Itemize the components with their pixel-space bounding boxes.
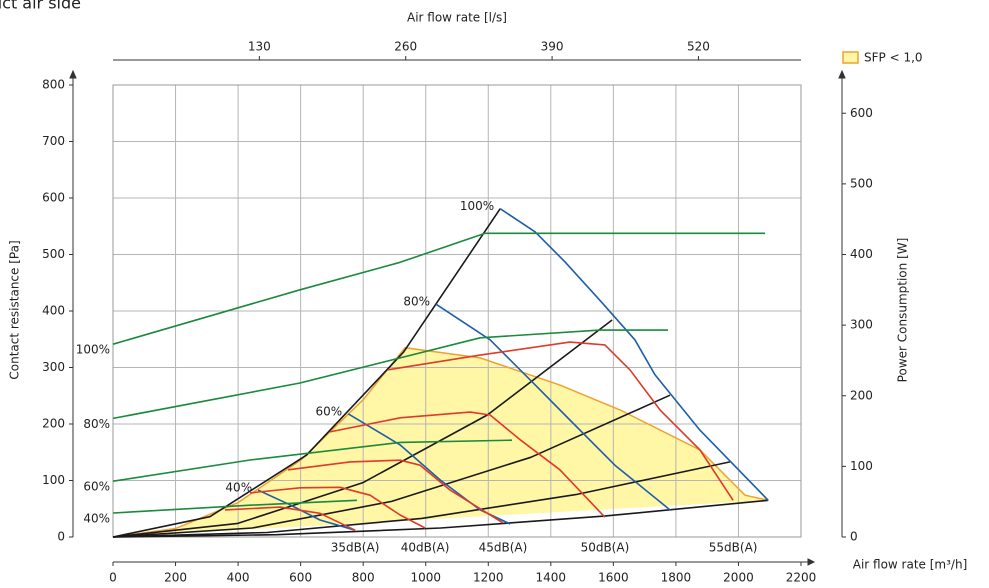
y2-tick-label: 600 (850, 106, 873, 120)
x-tick-label: 600 (289, 571, 312, 585)
curve-label: 40% (225, 481, 252, 495)
curve (112, 499, 769, 538)
y2-axis-arrow (838, 69, 846, 79)
y-axis-title: Contact resistance [Pa] (8, 240, 22, 379)
x-tick-label: 0 (109, 571, 117, 585)
curve-label: 100% (76, 343, 110, 357)
x2-axis-title: Air flow rate [l/s] (407, 11, 507, 25)
curve (112, 208, 501, 538)
curve (112, 394, 671, 538)
curve (112, 439, 513, 482)
x2-tick-label: 130 (248, 40, 271, 54)
curve (329, 411, 606, 518)
chart-title: uct air side (0, 0, 81, 13)
curve-label: 55dB(A) (709, 541, 758, 555)
y-tick-label: 200 (42, 417, 65, 431)
curve (257, 489, 356, 531)
y-axis-arrow (69, 69, 77, 79)
x-axis-arrow (807, 558, 816, 566)
curve-label: 100% (460, 199, 494, 213)
axes (69, 59, 846, 566)
curve (112, 499, 357, 514)
curve (287, 459, 504, 524)
curve-label: 45dB(A) (479, 541, 528, 555)
plot-frame (112, 84, 802, 538)
legend-label: SFP < 1,0 (864, 51, 923, 65)
x2-tick-label: 390 (541, 40, 564, 54)
x2-tick-label: 260 (394, 40, 417, 54)
y2-axis-title: Power Consumption [W] (896, 238, 910, 383)
x-axis-title: Air flow rate [m³/h] (853, 558, 968, 572)
y-tick-label: 300 (42, 360, 65, 374)
x-tick-label: 1600 (598, 571, 629, 585)
curve (435, 303, 671, 511)
curve (112, 319, 613, 538)
y2-tick-label: 500 (850, 176, 873, 190)
x-tick-label: 2000 (723, 571, 754, 585)
y2-tick-label: 400 (850, 247, 873, 261)
x-tick-label: 800 (352, 571, 375, 585)
y-tick-label: 100 (42, 473, 65, 487)
curve-label: 80% (83, 417, 110, 431)
curve-label: 80% (403, 295, 430, 309)
y2-tick-label: 300 (850, 318, 873, 332)
curve-label: 40dB(A) (401, 541, 450, 555)
x-tick-label: 1800 (661, 571, 692, 585)
curve-label: 50dB(A) (581, 541, 630, 555)
y-tick-label: 800 (42, 78, 65, 92)
x-tick-label: 400 (227, 571, 250, 585)
y-tick-label: 0 (57, 530, 65, 544)
x-tick-label: 200 (164, 571, 187, 585)
curve (499, 208, 769, 501)
x-tick-label: 1000 (410, 571, 441, 585)
x-tick-label: 2200 (786, 571, 817, 585)
y-tick-label: 500 (42, 247, 65, 261)
curve (112, 232, 765, 345)
x-tick-label: 1200 (473, 571, 504, 585)
curve-label: 40% (83, 511, 110, 525)
curve-label: 60% (83, 480, 110, 494)
curve (112, 461, 731, 538)
y-tick-label: 400 (42, 304, 65, 318)
x2-tick-label: 520 (687, 40, 710, 54)
y2-tick-label: 100 (850, 459, 873, 473)
y-tick-label: 600 (42, 191, 65, 205)
legend-swatch (842, 51, 859, 64)
curve (112, 329, 669, 420)
curve-label: 60% (315, 404, 342, 418)
curve (224, 506, 356, 531)
y-tick-label: 700 (42, 134, 65, 148)
x-tick-label: 1400 (536, 571, 567, 585)
curve-label: 35dB(A) (331, 541, 380, 555)
y2-tick-label: 0 (850, 530, 858, 544)
curve (249, 486, 426, 529)
y2-tick-label: 200 (850, 388, 873, 402)
curve (387, 341, 734, 501)
